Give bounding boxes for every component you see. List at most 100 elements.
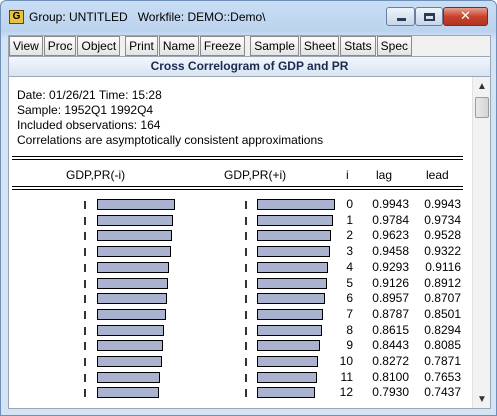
lead-zero-tick <box>245 248 247 257</box>
object-toolbar: View Proc Object Print Name Freeze Sample Sheet… <box>8 35 491 57</box>
output-header: Date: 01/26/21 Time: 15:28 Sample: 1952Q… <box>17 88 323 148</box>
title-bar[interactable]: G Group: UNTITLED Workfile: DEMO::Demo\ … <box>1 1 496 33</box>
row-lead-value: 0.8501 <box>424 306 461 321</box>
toolbar-sample-button[interactable]: Sample <box>250 36 299 56</box>
lag-correlation-bar <box>97 371 160 383</box>
lag-zero-tick <box>84 295 86 304</box>
row-lag-value: 0.8787 <box>372 306 409 321</box>
lag-correlation-bar <box>97 214 173 226</box>
correlogram-view: Date: 01/26/21 Time: 15:28 Sample: 1952Q… <box>8 77 491 409</box>
lead-zero-tick <box>245 295 247 304</box>
row-lead-value: 0.9116 <box>425 259 461 274</box>
observations-line: Included observations: 164 <box>17 118 161 132</box>
row-lead-value: 0.8294 <box>424 322 461 337</box>
row-lag-value: 0.8100 <box>372 369 409 384</box>
lag-zero-tick <box>84 373 86 382</box>
toolbar-sheet-button[interactable]: Sheet <box>299 36 340 56</box>
toolbar-proc-button[interactable]: Proc <box>43 36 77 56</box>
maximize-button[interactable] <box>415 7 443 26</box>
row-lead-value: 0.9943 <box>424 197 461 211</box>
lag-zero-tick <box>84 201 86 209</box>
lag-correlation-bar <box>97 261 169 273</box>
row-lag-value: 0.9784 <box>372 212 409 227</box>
lead-zero-tick <box>245 232 247 241</box>
lead-zero-tick <box>245 201 247 209</box>
lead-correlation-bar <box>257 308 323 320</box>
col-head-lag: lag <box>376 168 393 182</box>
toolbar-spec-button[interactable]: Spec <box>376 36 412 56</box>
row-lead-value: 0.7437 <box>424 385 461 400</box>
lag-zero-tick <box>84 216 86 225</box>
toolbar-object-button[interactable]: Object <box>77 36 121 56</box>
scroll-down-icon[interactable]: ▼ <box>477 394 487 405</box>
lag-correlation-bar <box>97 293 167 305</box>
header-rule-bottom <box>12 186 463 187</box>
lead-correlation-bar <box>257 261 328 273</box>
vertical-scrollbar[interactable]: ▲ ▼ <box>472 77 490 408</box>
row-lag-value: 0.9943 <box>372 197 409 211</box>
lead-correlation-bar <box>257 293 325 305</box>
lead-correlation-bar <box>257 246 330 258</box>
row-lag-index: 8 <box>346 322 353 337</box>
toolbar-name-button[interactable]: Name <box>158 36 199 56</box>
lead-correlation-bar <box>257 387 315 399</box>
row-lag-index: 1 <box>346 212 353 227</box>
lead-zero-tick <box>245 310 247 319</box>
toolbar-stats-button[interactable]: Stats <box>340 36 376 56</box>
lead-zero-tick <box>245 216 247 225</box>
row-lead-value: 0.8912 <box>424 275 461 290</box>
col-head-i: i <box>346 168 349 182</box>
lag-zero-tick <box>84 232 86 241</box>
lag-zero-tick <box>84 342 86 351</box>
row-lag-value: 0.8957 <box>372 291 409 306</box>
row-lag-index: 6 <box>346 291 353 306</box>
row-lead-value: 0.9528 <box>424 228 461 243</box>
row-lag-index: 10 <box>339 354 353 368</box>
row-lag-value: 0.9623 <box>372 228 409 243</box>
close-icon: ✕ <box>460 9 471 24</box>
row-lead-value: 0.7871 <box>424 354 461 368</box>
minimize-button[interactable] <box>386 7 415 26</box>
row-lag-value: 0.8443 <box>372 338 409 353</box>
toolbar-print-button[interactable]: Print <box>125 36 158 56</box>
lead-zero-tick <box>245 389 247 398</box>
minimize-icon <box>397 18 406 21</box>
lag-zero-tick <box>84 326 86 335</box>
lag-zero-tick <box>84 248 86 257</box>
lead-correlation-bar <box>257 277 327 289</box>
group-app-icon: G <box>9 10 24 24</box>
lag-zero-tick <box>84 263 86 272</box>
row-lead-value: 0.9322 <box>424 244 461 259</box>
lead-correlation-bar <box>257 356 318 367</box>
row-lag-value: 0.9126 <box>372 275 409 290</box>
lag-correlation-bar <box>97 277 168 289</box>
close-button[interactable]: ✕ <box>443 7 488 26</box>
toolbar-freeze-button[interactable]: Freeze <box>199 36 246 56</box>
lag-zero-tick <box>84 389 86 398</box>
row-lead-value: 0.8707 <box>424 291 461 306</box>
toolbar-view-button[interactable]: View <box>9 36 43 56</box>
lead-correlation-bar <box>257 230 331 242</box>
row-lag-index: 9 <box>346 338 353 353</box>
row-lead-value: 0.8085 <box>424 338 461 353</box>
scroll-up-icon[interactable]: ▲ <box>477 81 487 92</box>
lead-zero-tick <box>245 263 247 272</box>
row-lead-value: 0.9734 <box>424 212 461 227</box>
row-lag-index: 7 <box>346 306 353 321</box>
lag-correlation-bar <box>97 356 162 367</box>
lead-correlation-bar <box>257 214 333 226</box>
scroll-thumb[interactable] <box>475 97 489 118</box>
lag-correlation-bar <box>97 199 175 210</box>
lead-zero-tick <box>245 358 247 366</box>
row-lag-value: 0.7930 <box>372 385 409 400</box>
date-time-line: Date: 01/26/21 Time: 15:28 <box>17 88 162 102</box>
row-lag-index: 2 <box>346 228 353 243</box>
lead-correlation-bar <box>257 371 317 383</box>
row-lag-value: 0.8272 <box>372 354 409 368</box>
row-lag-index: 5 <box>346 275 353 290</box>
header-rule-top-double <box>12 159 463 160</box>
header-rule-top <box>12 156 463 157</box>
view-title: Cross Correlogram of GDP and PR <box>8 57 491 77</box>
lag-correlation-bar <box>97 230 172 242</box>
